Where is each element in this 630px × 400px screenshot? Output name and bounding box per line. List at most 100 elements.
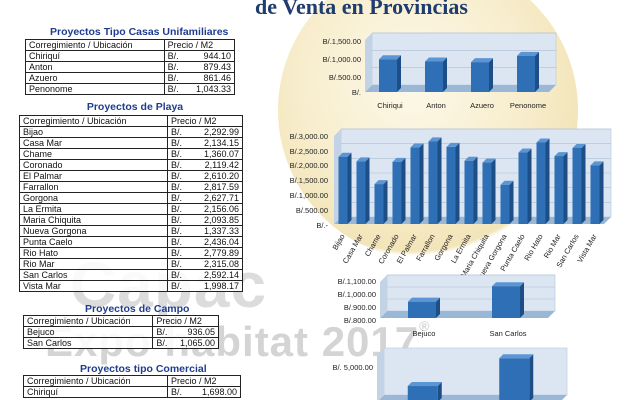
table-row: Gorgona B/. 2,627.71: [19, 192, 243, 204]
chart-bar: [338, 156, 348, 224]
chart-bar: [446, 146, 456, 224]
chart-y-tick-label: B/.500.00: [329, 73, 361, 82]
chart-bar-top: [425, 57, 447, 62]
chart-x-tick-label: San Carlos: [489, 329, 526, 338]
price-cell: 1,698.00: [186, 386, 242, 398]
chart-bar-side: [489, 58, 493, 92]
price-cell: 1,065.00: [169, 337, 219, 349]
table-campo: Corregimiento / Ubicación Precio / M2 Beju…: [22, 315, 219, 349]
table-row: Coronado B/. 2,119.42: [19, 159, 243, 171]
chart-bar-side: [520, 282, 524, 318]
chart-x-tick-label: Penonome: [510, 101, 546, 110]
location-cell: Chiriquí: [23, 386, 168, 398]
table-row: Nueva Gorgona B/. 1,337.33: [19, 225, 243, 237]
chart-bar-side: [581, 143, 586, 224]
chart-side-wall: [365, 33, 372, 92]
chart-bar: [374, 184, 384, 224]
table-header-row: Corregimiento / Ubicación Precio / M2: [19, 115, 244, 127]
chart-y-tick-label: B/.1,500.00: [290, 176, 328, 185]
chart-bar-side: [599, 161, 604, 224]
chart-bar-side: [527, 148, 532, 224]
chart-bar: [471, 62, 489, 92]
chart-x-tick-label: Bejuco: [413, 329, 436, 338]
chart-bar-side: [437, 137, 442, 224]
chart-bar: [428, 141, 438, 224]
table-casas: Corregimiento / Ubicación Precio / M2 Chir…: [25, 39, 236, 95]
chart-bar: [356, 161, 366, 224]
chart-bar-top: [554, 152, 568, 157]
chart-bar-top: [428, 137, 442, 142]
chart-y-tick-label: B/.-: [316, 221, 328, 230]
chart-y-tick-label: B/.1,000.00: [290, 191, 328, 200]
price-cell: 1,043.33: [182, 83, 236, 95]
chart-bar-side: [491, 158, 496, 224]
chart-y-tick-label: B/.2,000.00: [290, 161, 328, 170]
chart-y-tick-label: B/.900.00: [344, 303, 376, 312]
table-row: Bijao B/. 2,292.99: [19, 126, 243, 138]
chart-bar: [517, 55, 535, 92]
chart-bar-top: [374, 180, 388, 185]
chart-bar: [482, 162, 492, 224]
chart-bar-side: [383, 180, 388, 224]
chart-y-tick-label: B/.800.00: [344, 316, 376, 325]
chart-bar: [392, 161, 402, 224]
chart-y-tick-label: B/.1,000.00: [338, 290, 376, 299]
chart-bar-top: [408, 297, 440, 302]
chart-bar-side: [397, 55, 401, 92]
table-row: Rio Mar B/. 2,315.08: [19, 258, 243, 270]
chart-floor: [365, 85, 556, 92]
chart-bar: [379, 59, 397, 92]
section-title-comercial: Proyectos tipo Comercial: [80, 363, 207, 375]
chart-bar: [554, 156, 564, 224]
chart-y-tick-label: B/.2,500.00: [290, 147, 328, 156]
chart-bar-top: [572, 143, 586, 148]
chart-y-tick-label: B/.: [352, 88, 361, 97]
chart-x-tick-label: Chiriqui: [377, 101, 403, 110]
chart-bar-top: [536, 138, 550, 143]
currency-cell: B/.: [163, 83, 183, 95]
chart-y-tick-label: B/.1,000.00: [323, 55, 361, 64]
table-row: Vista Mar B/. 1,998.17: [19, 280, 243, 292]
chart-bar: [464, 160, 474, 224]
currency-cell: B/.: [166, 386, 187, 398]
watermark-registered-mark: ®: [419, 318, 431, 334]
chart-x-tick-label: Azuero: [470, 101, 494, 110]
chart-bar-top: [500, 180, 514, 185]
chart-bar: [410, 147, 420, 224]
currency-cell: B/.: [166, 280, 187, 292]
table-row: Penonome B/. 1,043.33: [25, 83, 236, 95]
chart-bar-top: [492, 282, 524, 287]
chart-bar-side: [436, 297, 440, 318]
chart-bar: [425, 61, 443, 92]
chart-floor: [380, 311, 555, 318]
location-cell: Penonome: [25, 83, 165, 95]
chart-bar-top: [392, 157, 406, 162]
chart-bar: [492, 286, 520, 318]
section-title-campo: Proyectos de Campo: [85, 303, 190, 315]
chart-bar-side: [347, 152, 352, 224]
chart-bar: [407, 386, 438, 400]
chart-bar-side: [443, 57, 447, 92]
chart-x-tick-label: Bijao: [331, 233, 347, 252]
location-cell: San Carlos: [22, 337, 154, 349]
chart-bar: [500, 184, 510, 224]
chart-bar-side: [535, 51, 539, 92]
chart-bar-side: [455, 142, 460, 224]
table-comercial: Corregimiento / Ubicación Precio / M2 Chir…: [23, 375, 242, 398]
chart-bar-top: [338, 152, 352, 157]
chart-bar-side: [563, 152, 568, 224]
chart-bar: [408, 301, 436, 318]
chart-y-tick-label: B/.3,000.00: [290, 132, 328, 141]
chart-bar-top: [471, 58, 493, 63]
chart-side-wall: [380, 275, 387, 318]
chart-y-tick-label: B/.1,100.00: [338, 277, 376, 286]
chart-bar-top: [482, 158, 496, 163]
chart-bar: [590, 165, 600, 224]
table-playa: Corregimiento / Ubicación Precio / M2 Bija…: [19, 115, 244, 292]
section-title-playa: Proyectos de Playa: [86, 101, 184, 113]
chart-bar-side: [365, 157, 370, 224]
chart-bar-top: [499, 354, 534, 359]
table-header-row: Corregimiento / Ubicación Precio / M2: [22, 315, 219, 327]
chart-floor: [379, 395, 567, 400]
